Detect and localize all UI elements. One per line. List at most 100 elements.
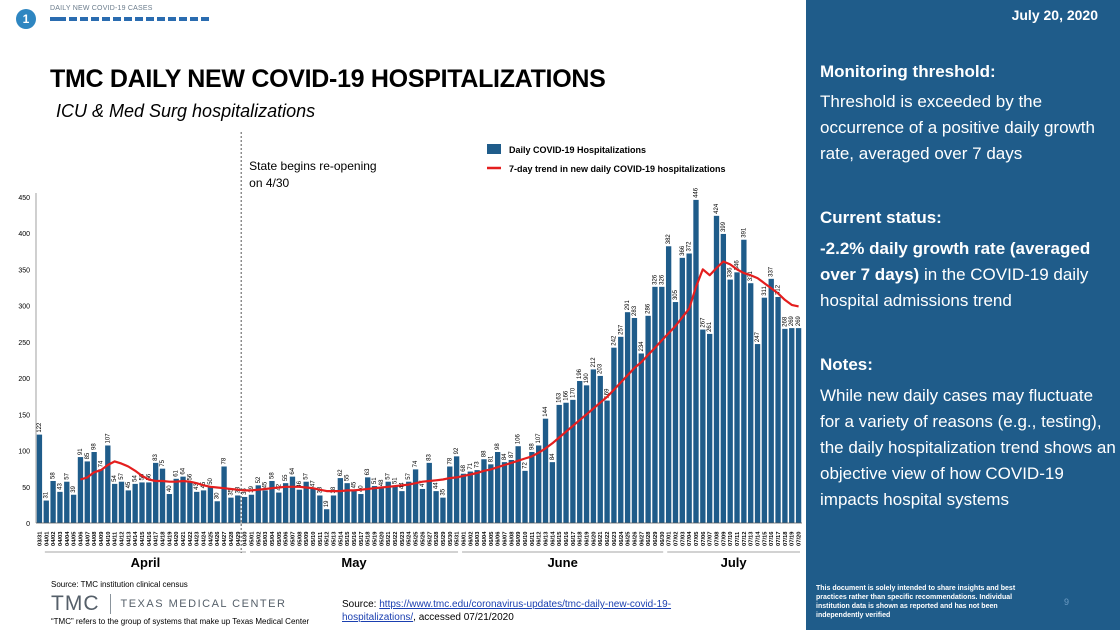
x-tick-label: 06/16: [564, 531, 570, 546]
bar-hospitalizations: [597, 375, 603, 523]
bar-value-label: 107: [105, 433, 111, 444]
x-tick-label: 04/25: [208, 531, 214, 546]
x-tick-label: 06/12: [537, 531, 543, 546]
x-tick-label: 06/24: [619, 531, 625, 546]
x-tick-label: 04/27: [222, 531, 228, 546]
bar-value-label: 39: [249, 485, 255, 492]
bar-hospitalizations: [385, 481, 391, 523]
bar-hospitalizations: [207, 486, 214, 523]
x-tick-label: 05/06: [284, 531, 290, 546]
bar-hospitalizations: [289, 476, 296, 523]
bar-hospitalizations: [419, 488, 426, 523]
bar-value-label: 166: [564, 390, 570, 401]
bar-value-label: 372: [687, 241, 693, 252]
x-tick-label: 07/13: [749, 531, 755, 546]
x-tick-label: 03/31: [37, 531, 43, 546]
bar-value-label: 43: [194, 483, 200, 490]
trend-line: [80, 260, 799, 493]
bar-value-label: 39: [71, 485, 77, 492]
bar-hospitalizations: [467, 471, 473, 523]
x-tick-label: 07/04: [687, 531, 693, 546]
bar-hospitalizations: [659, 286, 665, 523]
tmc-logo-mark: TMC: [51, 592, 100, 615]
bar-value-label: 247: [755, 331, 761, 342]
x-tick-label: 06/27: [639, 531, 645, 546]
bar-hospitalizations: [194, 491, 200, 523]
bar-value-label: 190: [584, 373, 590, 384]
month-label: June: [547, 555, 577, 570]
bar-value-label: 46: [297, 480, 303, 487]
bar-hospitalizations: [556, 404, 562, 523]
bar-hospitalizations: [139, 482, 145, 523]
bar-value-label: 58: [269, 472, 275, 479]
bar-value-label: 43: [57, 483, 63, 490]
bar-value-label: 242: [611, 335, 617, 346]
x-tick-label: 05/16: [352, 531, 358, 546]
bar-value-label: 55: [283, 474, 289, 481]
x-tick-label: 04/02: [51, 531, 57, 546]
x-tick-label: 06/29: [653, 531, 659, 546]
x-tick-label: 05/07: [290, 531, 296, 546]
bar-value-label: 48: [379, 479, 385, 486]
x-tick-label: 06/02: [468, 531, 474, 546]
bar-value-label: 98: [92, 443, 98, 450]
bar-hospitalizations: [105, 445, 111, 523]
x-tick-label: 04/17: [154, 531, 160, 546]
bar-hospitalizations: [77, 457, 84, 523]
bar-hospitalizations: [50, 480, 56, 523]
x-tick-label: 07/20: [797, 531, 803, 546]
x-tick-label: 06/28: [646, 531, 652, 546]
monitoring-text: Threshold is exceeded by the occurrence …: [820, 92, 1095, 163]
source-citation: Source: https://www.tmc.edu/coronavirus-…: [342, 598, 722, 624]
x-tick-label: 06/30: [660, 531, 666, 546]
bar-hospitalizations: [200, 490, 207, 523]
x-tick-label: 04/07: [85, 531, 91, 546]
tmc-logo-name: TEXAS MEDICAL CENTER: [120, 598, 287, 610]
bar-value-label: 35: [440, 488, 446, 495]
bar-value-label: 81: [488, 455, 494, 462]
bar-hospitalizations: [98, 469, 104, 523]
progress-segment: [190, 17, 198, 21]
census-source: Source: TMC institution clinical census: [51, 580, 188, 589]
bar-value-label: 83: [427, 454, 433, 461]
bar-hospitalizations: [795, 328, 802, 523]
section-label: DAILY NEW COVID-19 CASES: [50, 5, 153, 12]
bar-value-label: 169: [605, 388, 611, 399]
bar-hospitalizations: [310, 488, 316, 523]
page-number: 9: [1064, 597, 1070, 607]
notes-heading: Notes:: [820, 355, 873, 374]
legend-label-trend: 7-day trend in new daily COVID-19 hospit…: [509, 164, 726, 174]
bar-hospitalizations: [679, 257, 685, 523]
bar-value-label: 61: [174, 469, 180, 476]
bar-value-label: 122: [37, 422, 43, 433]
source-url-link[interactable]: https://www.tmc.edu/coronavirus-updates/…: [342, 599, 672, 623]
x-tick-label: 04/28: [229, 531, 235, 546]
bar-value-label: 64: [181, 467, 187, 474]
bar-hospitalizations: [775, 296, 781, 523]
bar-value-label: 144: [543, 406, 549, 417]
x-tick-label: 05/04: [270, 531, 276, 546]
x-tick-label: 07/09: [721, 531, 727, 546]
disclaimer: This document is solely intended to shar…: [816, 585, 1016, 619]
x-tick-label: 07/01: [667, 531, 673, 546]
bar-value-label: 38: [331, 486, 337, 493]
bar-value-label: 283: [632, 305, 638, 316]
bar-value-label: 366: [680, 245, 686, 256]
x-tick-label: 05/29: [441, 531, 447, 546]
bar-hospitalizations: [70, 494, 77, 523]
bar-hospitalizations: [618, 336, 624, 523]
x-tick-label: 04/13: [126, 531, 132, 546]
progress-segment: [80, 17, 88, 21]
bar-value-label: 269: [789, 315, 795, 326]
x-tick-label: 07/10: [728, 531, 734, 546]
bar-hospitalizations: [501, 462, 508, 523]
bar-hospitalizations: [111, 483, 118, 523]
bar-value-label: 55: [345, 474, 351, 481]
progress-segment: [201, 17, 209, 21]
bar-hospitalizations: [515, 446, 521, 523]
bar-hospitalizations: [214, 501, 220, 523]
bar-hospitalizations: [153, 462, 159, 523]
y-tick-label: 300: [18, 304, 30, 311]
bar-value-label: 269: [796, 315, 802, 326]
bar-hospitalizations: [611, 347, 617, 523]
